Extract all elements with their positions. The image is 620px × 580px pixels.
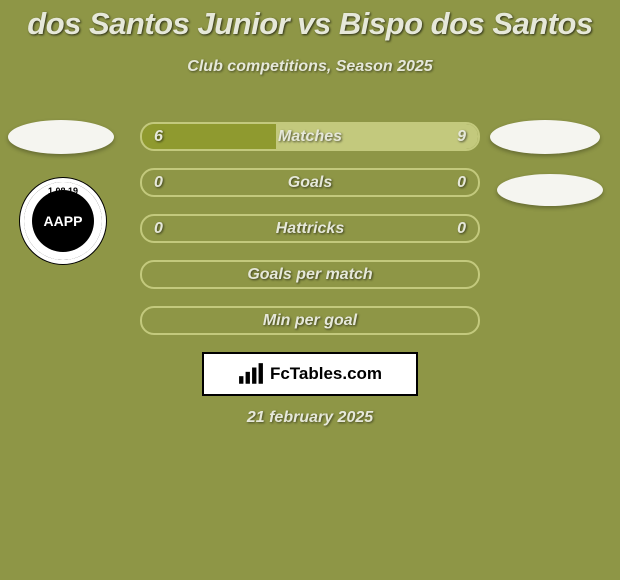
stat-label: Matches: [278, 128, 342, 146]
comparison-infographic: dos Santos Junior vs Bispo dos Santos Cl…: [0, 0, 620, 580]
stat-label: Hattricks: [276, 220, 344, 238]
page-title: dos Santos Junior vs Bispo dos Santos: [0, 0, 620, 42]
brand-text: FcTables.com: [270, 364, 382, 384]
stat-value-right: 9: [457, 128, 466, 146]
stat-value-right: 0: [457, 220, 466, 238]
stat-row: Hattricks 0 0: [140, 214, 480, 243]
stat-value-left: 0: [154, 174, 163, 192]
stat-row: Matches 6 9: [140, 122, 480, 151]
stat-rows: Matches 6 9 Goals 0 0 Hattricks 0 0 Goals per mat…: [0, 122, 620, 335]
bar-chart-icon: [238, 363, 264, 385]
stat-row: Goals 0 0: [140, 168, 480, 197]
stat-value-right: 0: [457, 174, 466, 192]
brand-box: FcTables.com: [202, 352, 418, 396]
stat-value-left: 0: [154, 220, 163, 238]
stat-label: Goals: [288, 174, 332, 192]
stat-value-left: 6: [154, 128, 163, 146]
stat-row: Goals per match: [140, 260, 480, 289]
stat-label: Goals per match: [247, 266, 372, 284]
subtitle: Club competitions, Season 2025: [0, 58, 620, 76]
stat-label: Min per goal: [263, 312, 357, 330]
date-line: 21 february 2025: [0, 409, 620, 427]
stat-row: Min per goal: [140, 306, 480, 335]
